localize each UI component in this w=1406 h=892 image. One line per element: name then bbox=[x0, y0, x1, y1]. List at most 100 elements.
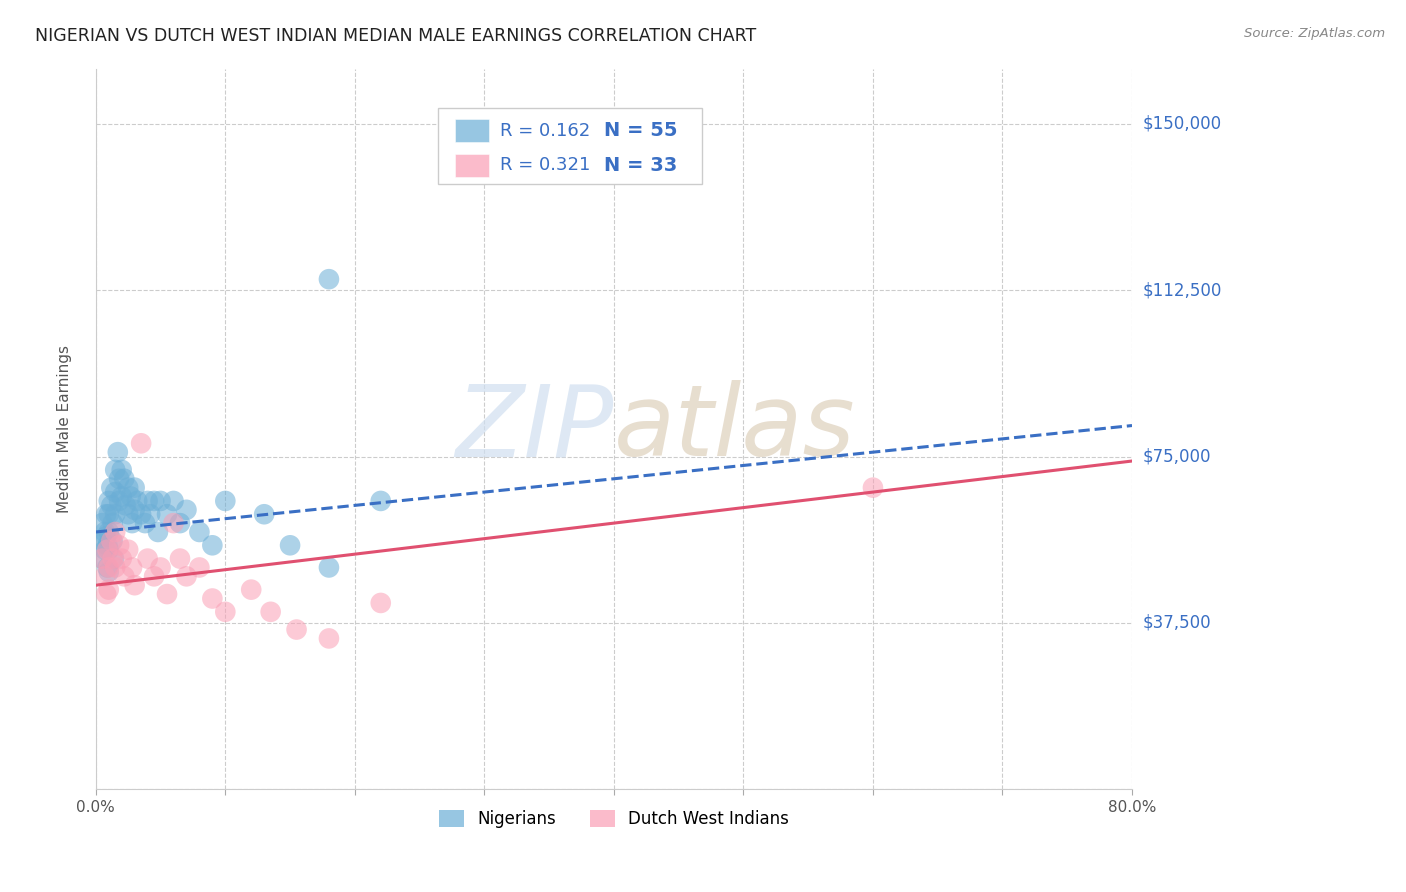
Point bbox=[143, 494, 166, 508]
Legend: Nigerians, Dutch West Indians: Nigerians, Dutch West Indians bbox=[433, 804, 796, 835]
Point bbox=[96, 538, 118, 552]
Point bbox=[97, 565, 120, 579]
Point bbox=[101, 533, 124, 548]
Point bbox=[96, 587, 118, 601]
Point bbox=[156, 587, 179, 601]
Point bbox=[91, 551, 114, 566]
Point bbox=[107, 445, 129, 459]
Point bbox=[104, 485, 127, 500]
Point bbox=[96, 508, 118, 522]
Point bbox=[129, 508, 152, 522]
Point bbox=[96, 560, 118, 574]
Point bbox=[240, 582, 263, 597]
Point bbox=[100, 533, 122, 548]
Point bbox=[162, 516, 184, 530]
Point bbox=[139, 508, 162, 522]
Point bbox=[112, 472, 135, 486]
Point bbox=[97, 542, 120, 557]
Point bbox=[149, 494, 172, 508]
FancyBboxPatch shape bbox=[437, 108, 702, 184]
Point bbox=[91, 533, 114, 548]
Point bbox=[108, 472, 131, 486]
Point bbox=[103, 551, 125, 566]
Point bbox=[188, 560, 211, 574]
Point bbox=[120, 490, 142, 504]
Text: NIGERIAN VS DUTCH WEST INDIAN MEDIAN MALE EARNINGS CORRELATION CHART: NIGERIAN VS DUTCH WEST INDIAN MEDIAN MAL… bbox=[35, 27, 756, 45]
Point bbox=[124, 578, 146, 592]
Point bbox=[124, 503, 146, 517]
Point bbox=[104, 463, 127, 477]
Point bbox=[111, 490, 134, 504]
Point bbox=[112, 569, 135, 583]
Point bbox=[318, 632, 340, 646]
Point bbox=[285, 623, 308, 637]
Point bbox=[127, 494, 149, 508]
Point bbox=[104, 508, 127, 522]
Point bbox=[111, 463, 134, 477]
Point bbox=[278, 538, 301, 552]
Point bbox=[97, 508, 120, 522]
Text: $150,000: $150,000 bbox=[1142, 115, 1222, 133]
Point bbox=[100, 481, 122, 495]
Point bbox=[117, 542, 139, 557]
Point bbox=[108, 494, 131, 508]
Point bbox=[169, 551, 191, 566]
Point bbox=[214, 494, 236, 508]
Point bbox=[114, 499, 136, 513]
Point bbox=[100, 499, 122, 513]
Point bbox=[101, 551, 124, 566]
Point bbox=[97, 524, 120, 539]
Text: $75,000: $75,000 bbox=[1142, 448, 1211, 466]
Point bbox=[156, 508, 179, 522]
Point bbox=[176, 503, 198, 517]
Point bbox=[117, 508, 139, 522]
Point bbox=[111, 551, 134, 566]
Y-axis label: Median Male Earnings: Median Male Earnings bbox=[58, 345, 72, 513]
Point bbox=[101, 516, 124, 530]
Point bbox=[96, 529, 118, 543]
Point bbox=[129, 436, 152, 450]
Point bbox=[188, 524, 211, 539]
Text: R = 0.321: R = 0.321 bbox=[501, 156, 591, 174]
Point bbox=[169, 516, 191, 530]
Text: $37,500: $37,500 bbox=[1142, 614, 1211, 632]
Point bbox=[136, 494, 159, 508]
Point bbox=[214, 605, 236, 619]
Text: atlas: atlas bbox=[614, 380, 855, 477]
Point bbox=[108, 538, 131, 552]
Point bbox=[134, 516, 156, 530]
Point bbox=[201, 591, 224, 606]
Point bbox=[862, 481, 884, 495]
Point bbox=[91, 516, 114, 530]
Point bbox=[96, 542, 118, 557]
Point bbox=[370, 494, 392, 508]
Point bbox=[94, 524, 117, 539]
Point bbox=[117, 481, 139, 495]
Point bbox=[136, 551, 159, 566]
Point bbox=[121, 560, 143, 574]
FancyBboxPatch shape bbox=[456, 153, 488, 177]
Point bbox=[370, 596, 392, 610]
FancyBboxPatch shape bbox=[456, 120, 488, 143]
Point bbox=[318, 560, 340, 574]
Point bbox=[104, 524, 127, 539]
Point bbox=[176, 569, 198, 583]
Point bbox=[97, 494, 120, 508]
Text: ZIP: ZIP bbox=[456, 380, 614, 477]
Point bbox=[149, 560, 172, 574]
Text: Source: ZipAtlas.com: Source: ZipAtlas.com bbox=[1244, 27, 1385, 40]
Point bbox=[143, 569, 166, 583]
Point bbox=[318, 272, 340, 286]
Point bbox=[201, 538, 224, 552]
Point bbox=[253, 508, 276, 522]
Point bbox=[146, 524, 169, 539]
Text: $112,500: $112,500 bbox=[1142, 281, 1222, 300]
Point bbox=[259, 605, 281, 619]
Point bbox=[91, 551, 114, 566]
Point bbox=[104, 560, 127, 574]
Point bbox=[94, 569, 117, 583]
Point bbox=[162, 494, 184, 508]
Text: N = 33: N = 33 bbox=[603, 156, 676, 175]
Point bbox=[94, 542, 117, 557]
Text: R = 0.162: R = 0.162 bbox=[501, 122, 591, 140]
